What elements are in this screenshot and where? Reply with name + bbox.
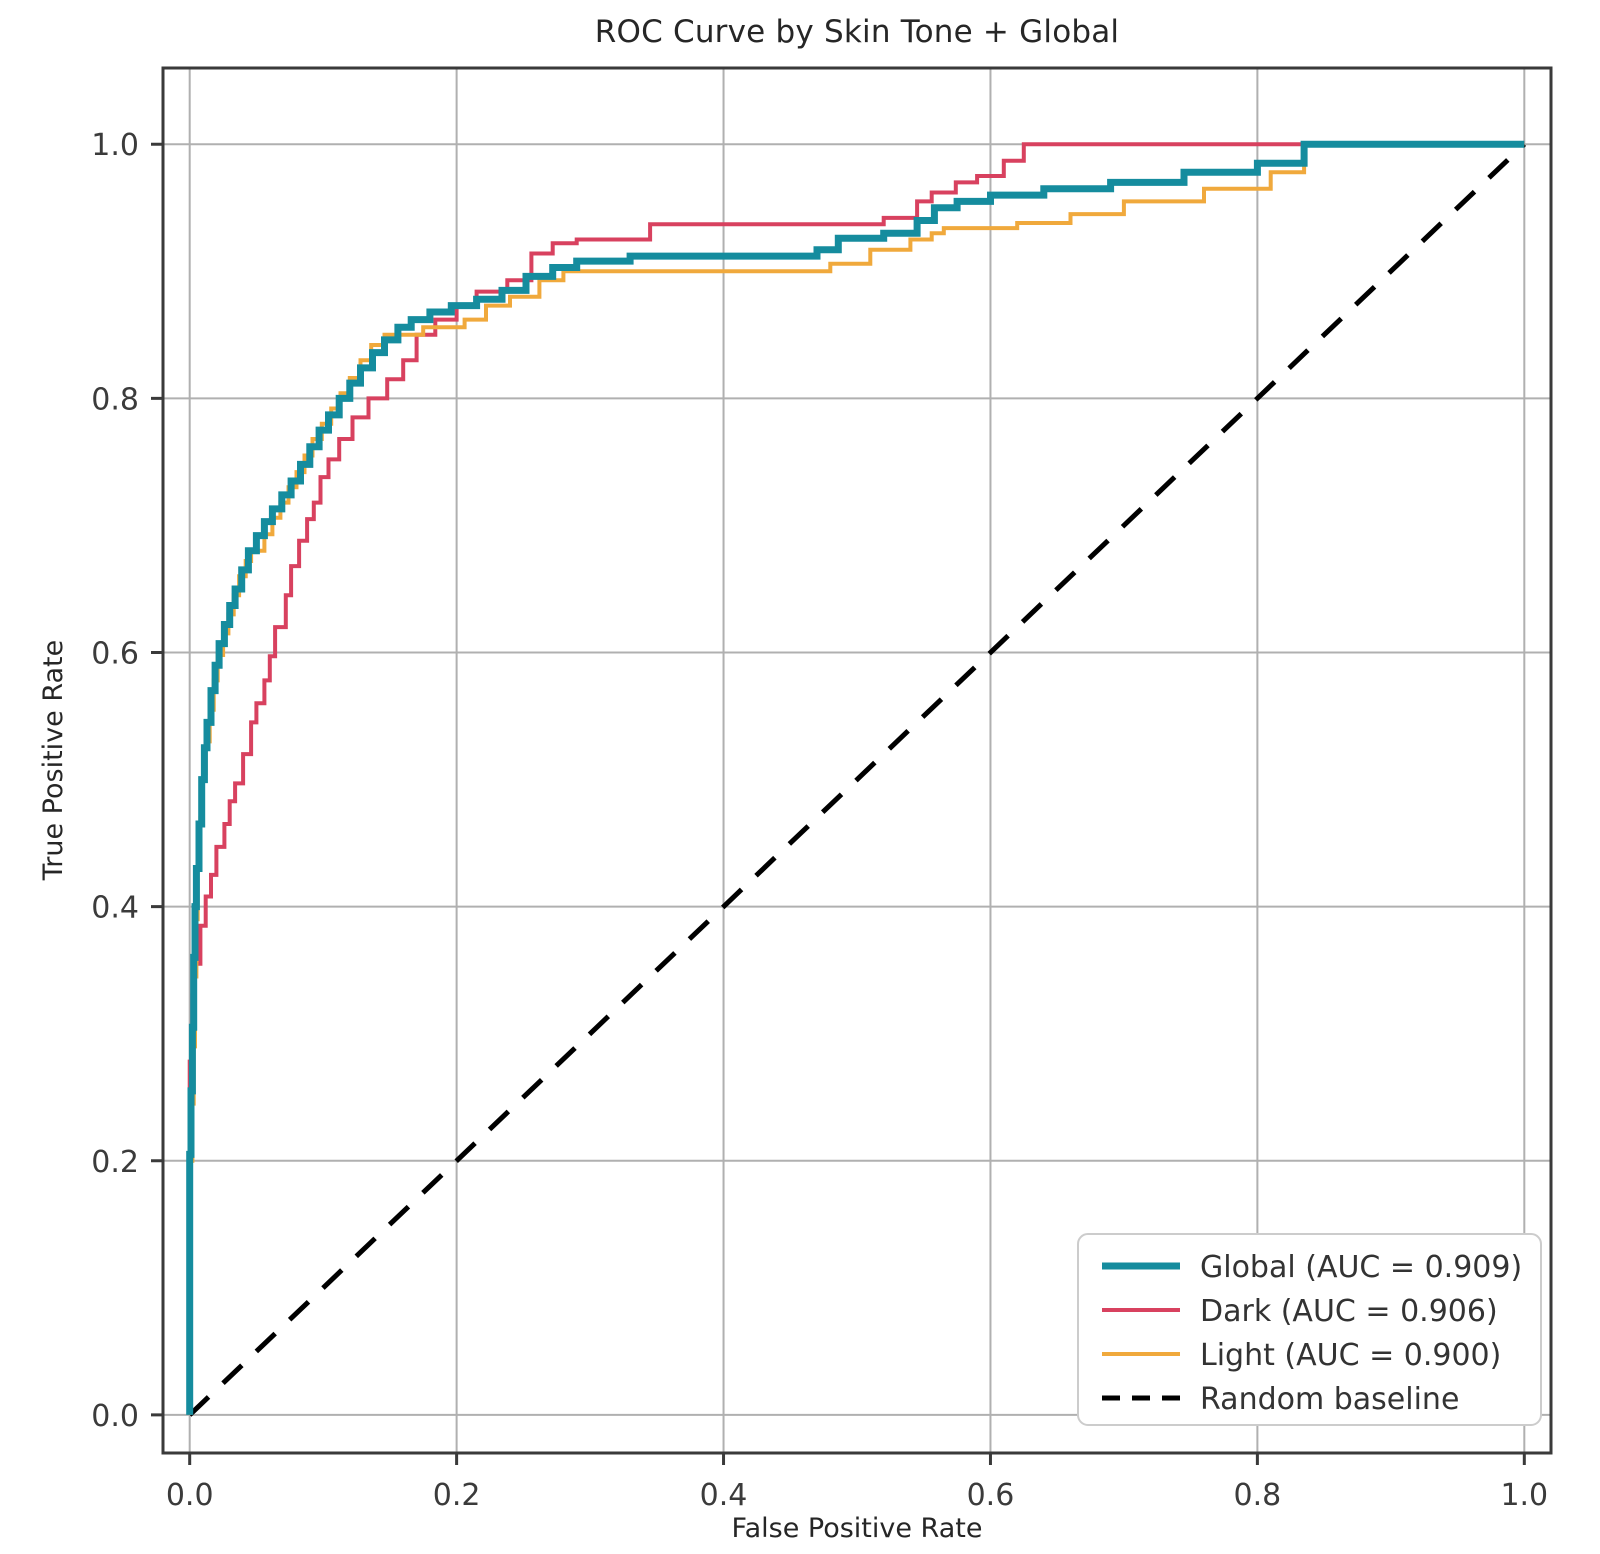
x-axis-label: False Positive Rate	[732, 1513, 983, 1544]
chart-title: ROC Curve by Skin Tone + Global	[594, 14, 1120, 50]
y-tick-label: 0.2	[91, 1145, 139, 1180]
x-tick-label: 0.2	[433, 1478, 481, 1513]
x-tick-label: 0.8	[1234, 1478, 1282, 1513]
legend-label-light: Light (AUC = 0.900)	[1200, 1338, 1501, 1373]
x-tick-label: 0.4	[700, 1478, 748, 1513]
y-tick-label: 0.8	[91, 382, 139, 417]
axis-ticks	[151, 142, 1526, 1465]
grid-lines	[163, 68, 1551, 1453]
legend-box	[1077, 1233, 1542, 1426]
x-tick-label: 0.0	[166, 1478, 214, 1513]
chart-legend[interactable]: Global (AUC = 0.909) Dark (AUC = 0.906) Li…	[1077, 1233, 1542, 1426]
x-tick-label: 0.6	[967, 1478, 1015, 1513]
y-tick-label: 0.4	[91, 891, 139, 926]
legend-label-dark: Dark (AUC = 0.906)	[1200, 1294, 1498, 1329]
roc-curve-random-baseline	[187, 142, 1527, 1417]
y-axis-label: True Positive Rate	[38, 640, 69, 882]
legend-label-global: Global (AUC = 0.909)	[1200, 1250, 1522, 1285]
roc-curves	[186, 140, 1527, 1417]
roc-curve-dark	[187, 142, 1525, 1415]
roc-curve-global	[186, 140, 1525, 1415]
y-tick-label: 0.6	[91, 636, 139, 671]
x-tick-label: 1.0	[1500, 1478, 1548, 1513]
legend-label-random-baseline: Random baseline	[1200, 1382, 1459, 1417]
y-tick-label: 0.0	[91, 1399, 139, 1434]
plot-frame	[161, 66, 1553, 1455]
tick-labels: 0.0 0.2 0.4 0.6 0.8 1.0 0.0 0.2 0.4 0.6 0.8 1.0	[91, 128, 1548, 1513]
y-tick-label: 1.0	[91, 128, 139, 163]
